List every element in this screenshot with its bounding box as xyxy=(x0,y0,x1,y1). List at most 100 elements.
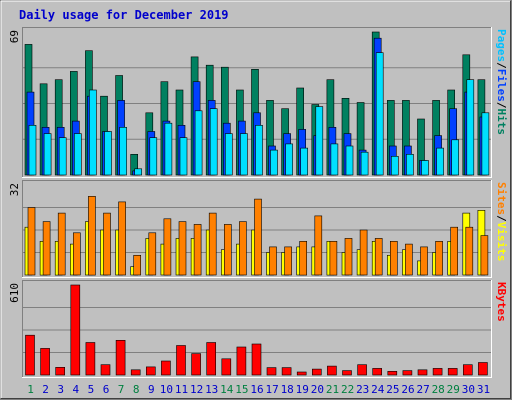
bar-pages-day-25 xyxy=(390,156,399,176)
bar-kbytes-day-1 xyxy=(25,334,35,376)
bar-sites-day-18 xyxy=(284,246,292,276)
bar-kbytes-day-21 xyxy=(327,365,337,376)
bar-sites-day-28 xyxy=(435,241,443,276)
bar-sites-day-7 xyxy=(118,201,126,276)
bar-pages-day-30 xyxy=(466,79,475,176)
y-max-label-bottom: 610 xyxy=(8,283,21,303)
bar-pages-day-8 xyxy=(134,168,142,176)
bar-sites-day-5 xyxy=(88,196,96,276)
bar-kbytes-day-9 xyxy=(146,366,156,376)
bar-sites-day-29 xyxy=(450,226,459,276)
bar-pages-day-7 xyxy=(119,127,127,176)
bar-kbytes-day-25 xyxy=(387,370,398,376)
day-label-16: 16 xyxy=(250,383,263,396)
day-label-31: 31 xyxy=(477,383,490,396)
bar-kbytes-day-8 xyxy=(130,369,141,376)
day-label-20: 20 xyxy=(311,383,324,396)
bar-sites-day-20 xyxy=(314,215,323,276)
day-label-13: 13 xyxy=(205,383,218,396)
bar-sites-day-25 xyxy=(389,241,398,276)
day-label-15: 15 xyxy=(235,383,248,396)
legend-part-top-0: Pages xyxy=(495,29,508,62)
bar-pages-day-3 xyxy=(58,137,67,176)
bar-pages-day-20 xyxy=(315,106,324,176)
bar-kbytes-day-7 xyxy=(115,339,126,376)
bar-sites-day-8 xyxy=(133,255,141,276)
legend-part-top-4: Hits xyxy=(495,109,508,136)
bar-kbytes-day-29 xyxy=(447,368,458,376)
day-label-17: 17 xyxy=(265,383,278,396)
bar-pages-day-24 xyxy=(375,52,384,176)
bar-kbytes-day-28 xyxy=(432,368,443,376)
bar-sites-day-22 xyxy=(344,238,353,276)
legend-part-top-2: Files xyxy=(495,69,508,102)
day-axis-labels: 1 2 3 4 5 6 7 8 9 10 11 12 13 14 15 16 17 18 19 20 21 22 23 24 2… xyxy=(27,383,490,396)
day-label-21: 21 xyxy=(326,383,339,396)
bar-kbytes-day-4 xyxy=(70,284,81,376)
bar-kbytes-day-11 xyxy=(176,345,186,376)
day-label-1: 1 xyxy=(27,383,34,396)
bar-kbytes-day-26 xyxy=(402,370,413,376)
bar-sites-day-2 xyxy=(42,221,51,276)
bar-pages-day-1 xyxy=(28,125,37,176)
bar-sites-day-3 xyxy=(57,212,66,276)
bar-sites-day-11 xyxy=(178,221,187,276)
legend-part-middle-2: Visits xyxy=(495,222,508,262)
bar-pages-day-13 xyxy=(209,108,218,176)
day-label-12: 12 xyxy=(190,383,203,396)
day-label-11: 11 xyxy=(175,383,188,396)
bar-kbytes-day-23 xyxy=(357,364,367,376)
bar-sites-day-9 xyxy=(148,232,157,276)
bar-pages-day-28 xyxy=(436,147,444,176)
day-label-7: 7 xyxy=(118,383,125,396)
y-max-label-top: 69 xyxy=(8,30,21,43)
bar-sites-day-6 xyxy=(103,212,111,276)
bar-pages-day-26 xyxy=(406,154,414,176)
day-label-19: 19 xyxy=(296,383,309,396)
legend-part-top-1: / xyxy=(495,62,508,69)
bar-pages-day-23 xyxy=(360,151,369,176)
day-label-27: 27 xyxy=(416,383,429,396)
bar-pages-day-31 xyxy=(481,112,490,176)
bar-pages-day-9 xyxy=(149,137,158,176)
bar-pages-day-21 xyxy=(330,143,339,176)
day-label-24: 24 xyxy=(371,383,385,396)
bar-kbytes-day-12 xyxy=(191,353,201,376)
bar-kbytes-day-22 xyxy=(342,370,352,376)
bar-pages-day-2 xyxy=(43,133,52,176)
day-label-2: 2 xyxy=(42,383,49,396)
day-label-22: 22 xyxy=(341,383,354,396)
day-label-30: 30 xyxy=(462,383,475,396)
day-label-29: 29 xyxy=(447,383,460,396)
bar-kbytes-day-2 xyxy=(40,348,50,376)
bar-kbytes-day-19 xyxy=(296,371,307,376)
day-label-3: 3 xyxy=(57,383,64,396)
bar-pages-day-16 xyxy=(255,125,263,176)
day-label-26: 26 xyxy=(401,383,414,396)
bar-kbytes-day-3 xyxy=(55,366,66,376)
bar-kbytes-day-31 xyxy=(478,362,488,376)
bar-sites-day-17 xyxy=(269,246,277,276)
bar-kbytes-day-15 xyxy=(236,346,247,376)
day-label-8: 8 xyxy=(133,383,140,396)
bar-pages-day-5 xyxy=(89,89,97,176)
panel-bottom: 610 KBytes xyxy=(8,280,508,378)
series-legend-middle: Sites/Visits xyxy=(495,182,508,262)
chart-title: Daily usage for December 2019 xyxy=(19,8,229,22)
bar-kbytes-day-27 xyxy=(417,369,428,376)
bar-kbytes-day-30 xyxy=(462,364,473,376)
bar-sites-day-4 xyxy=(73,232,81,276)
bar-kbytes-day-16 xyxy=(251,343,262,376)
bar-kbytes-day-18 xyxy=(281,367,292,376)
bar-kbytes-day-14 xyxy=(221,358,232,376)
bar-pages-day-10 xyxy=(164,122,173,176)
bar-sites-day-19 xyxy=(299,241,308,276)
legend-part-middle-1: / xyxy=(495,215,508,222)
bar-sites-day-12 xyxy=(193,224,202,276)
day-label-14: 14 xyxy=(220,383,234,396)
bar-sites-day-30 xyxy=(465,226,474,276)
bar-kbytes-day-5 xyxy=(85,342,96,376)
bar-sites-day-15 xyxy=(239,221,247,276)
